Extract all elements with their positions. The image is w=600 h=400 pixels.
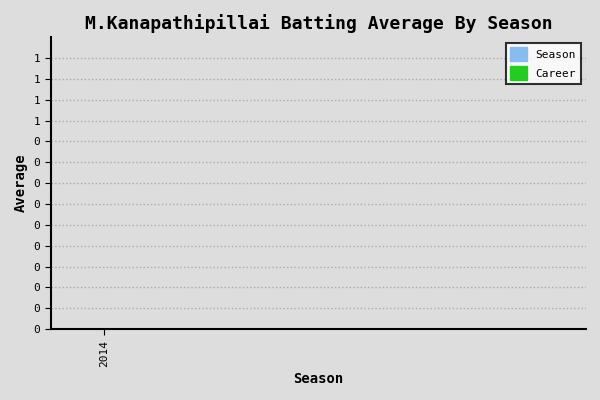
X-axis label: Season: Season xyxy=(293,372,343,386)
Y-axis label: Average: Average xyxy=(14,154,28,212)
Title: M.Kanapathipillai Batting Average By Season: M.Kanapathipillai Batting Average By Sea… xyxy=(85,14,552,33)
Legend: Season, Career: Season, Career xyxy=(506,43,581,84)
